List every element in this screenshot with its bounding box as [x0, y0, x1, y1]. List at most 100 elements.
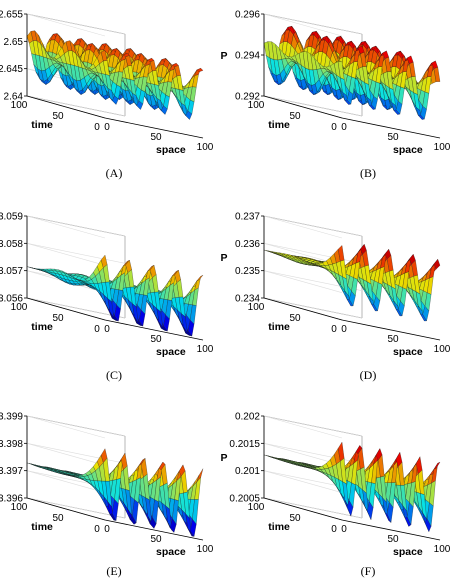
axis-lines-c [24, 215, 204, 341]
x-tick-label: 50 [150, 334, 162, 345]
y-tick-label: 50 [52, 111, 64, 122]
y-tick-label: 100 [248, 302, 265, 313]
y-axis-label: time [31, 321, 53, 333]
x-tick-label: 100 [197, 142, 214, 153]
z-tick-label: 0.294 [235, 51, 260, 62]
z-tick-label: 0.292 [235, 92, 260, 103]
z-tick-label: 0.234 [235, 294, 260, 305]
caption-c: (C) [106, 368, 122, 382]
surface-plot-f: 0.2005 0.201 0.2015 0.202 P 0 50 100 space 0 50 100… [220, 412, 451, 559]
y-tick-label: 100 [11, 302, 28, 313]
caption-a: (A) [105, 166, 123, 180]
caption-f: (F) [360, 564, 376, 578]
x-tick-label: 50 [387, 132, 399, 143]
x-axis-label: space [156, 144, 186, 156]
z-tick-label: 3.056 [0, 294, 23, 305]
z-tick-label: 0.296 [235, 10, 260, 21]
z-tick-label: 0.2005 [229, 494, 260, 505]
z-tick-label: 2.655 [0, 10, 23, 21]
y-tick-label: 0 [331, 324, 337, 335]
x-tick-label: 0 [104, 324, 110, 335]
surface-mesh-c [26, 254, 204, 337]
x-tick-label: 0 [341, 524, 347, 535]
z-tick-label: 3.399 [0, 412, 23, 423]
z-tick-label: 3.398 [0, 439, 23, 450]
surface-plot-e: 3.3963.3973.3983.399N050100space050100ti… [0, 412, 214, 559]
z-tick-label: 0.236 [235, 239, 260, 250]
caption-d: (D) [359, 368, 377, 382]
x-tick-label: 0 [104, 122, 110, 133]
z-axis-label: P [220, 252, 227, 264]
surface-mesh-a [26, 30, 204, 120]
surface-mesh-d [263, 243, 441, 322]
x-tick-label: 100 [197, 344, 214, 355]
x-axis-label: space [156, 346, 186, 358]
surface-plot-c: 3.0563.0573.0583.059N050100space050100ti… [0, 212, 214, 359]
y-tick-label: 0 [94, 122, 100, 133]
z-tick-label: 2.64 [4, 92, 24, 103]
y-axis-label: time [268, 521, 290, 533]
z-tick-label: 0.201 [235, 466, 260, 477]
x-tick-label: 100 [434, 142, 451, 153]
surface-mesh-b [263, 25, 441, 121]
caption-e: (E) [106, 564, 122, 578]
x-tick-label: 100 [197, 544, 214, 555]
y-axis-label: time [268, 119, 290, 131]
x-tick-label: 50 [387, 334, 399, 345]
y-tick-label: 100 [11, 502, 28, 513]
z-axis-label: P [220, 50, 227, 62]
x-axis-label: space [393, 546, 423, 558]
axis-lines-b [261, 13, 441, 139]
axis-lines-e [24, 415, 204, 541]
y-tick-label: 100 [11, 100, 28, 111]
y-tick-label: 0 [331, 122, 337, 133]
surface-mesh-e [26, 448, 204, 537]
axes-box-d [263, 215, 363, 321]
axis-lines-f [261, 415, 441, 541]
x-tick-label: 0 [104, 524, 110, 535]
y-tick-label: 50 [52, 313, 64, 324]
y-axis-label: time [31, 521, 53, 533]
z-tick-label: 0.237 [235, 212, 260, 223]
y-tick-label: 50 [289, 111, 301, 122]
x-axis-label: space [393, 144, 423, 156]
x-tick-label: 50 [150, 132, 162, 143]
axis-lines-d [261, 215, 441, 341]
surface-mesh-f [263, 441, 441, 533]
z-tick-label: 3.396 [0, 494, 23, 505]
y-tick-label: 100 [248, 100, 265, 111]
x-tick-label: 100 [434, 344, 451, 355]
z-axis-label: P [220, 452, 227, 464]
y-tick-label: 0 [94, 524, 100, 535]
y-axis-label: time [268, 321, 290, 333]
x-tick-label: 50 [387, 534, 399, 545]
z-tick-label: 0.235 [235, 266, 260, 277]
y-tick-label: 0 [94, 324, 100, 335]
z-tick-label: 2.645 [0, 64, 23, 75]
z-tick-label: 2.65 [4, 37, 24, 48]
x-axis-label: space [393, 346, 423, 358]
x-tick-label: 0 [341, 324, 347, 335]
caption-b: (B) [360, 166, 376, 180]
y-axis-label: time [31, 119, 53, 131]
axis-lines-a [24, 13, 204, 139]
z-tick-label: 0.202 [235, 412, 260, 423]
x-tick-label: 100 [434, 544, 451, 555]
z-tick-label: 0.2015 [229, 439, 260, 450]
y-tick-label: 50 [52, 513, 64, 524]
z-tick-label: 3.397 [0, 466, 23, 477]
surface-plot-d: 0.2340.2350.2360.237P050100space050100ti… [220, 212, 451, 359]
y-tick-label: 0 [331, 524, 337, 535]
x-tick-label: 50 [150, 534, 162, 545]
y-tick-label: 100 [248, 502, 265, 513]
z-tick-label: 3.059 [0, 212, 23, 223]
y-tick-label: 50 [289, 513, 301, 524]
z-tick-label: 3.058 [0, 239, 23, 250]
x-axis-label: space [156, 546, 186, 558]
y-tick-label: 50 [289, 313, 301, 324]
z-tick-label: 3.057 [0, 266, 23, 277]
x-tick-label: 0 [341, 122, 347, 133]
